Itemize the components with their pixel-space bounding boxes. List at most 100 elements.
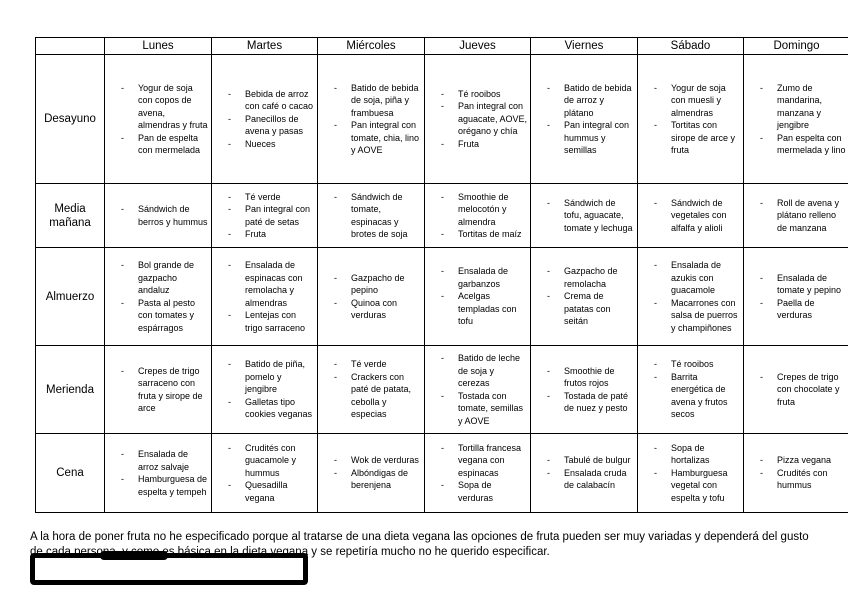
menu-item-text: Té verde: [351, 359, 387, 370]
menu-item: - Sándwich de berros y hummus: [107, 203, 209, 228]
dash-bullet: -: [121, 82, 124, 93]
menu-cell: - Té rooibos - Pan integral con aguacate, A…: [424, 54, 531, 184]
dash-bullet: -: [121, 297, 124, 308]
menu-item-text: Pizza vegana: [777, 455, 832, 466]
menu-cell: - Sándwich de berros y hummus: [104, 183, 212, 248]
dash-bullet: -: [334, 371, 337, 382]
dash-bullet: -: [334, 191, 337, 202]
menu-item-text: Tortitas con sirope de arce y fruta: [671, 120, 736, 155]
menu-item-text: Yogur de soja con copos de avena, almend…: [138, 82, 208, 131]
menu-item-text: Bol grande de gazpacho andaluz: [138, 260, 195, 295]
menu-cell: - Crudités con guacamole y hummus - Quesadi…: [211, 433, 318, 513]
menu-item: - Yogur de soja con copos de avena, almen…: [107, 82, 209, 132]
menu-cell: - Té verde - Crackers con paté de patata, c…: [317, 345, 425, 434]
dash-bullet: -: [228, 260, 231, 270]
dash-bullet: -: [654, 260, 657, 270]
menu-item: - Bol grande de gazpacho andaluz: [107, 259, 209, 297]
dash-bullet: -: [760, 371, 763, 382]
menu-item: - Batido de bebida de soja, piña y frambu…: [320, 82, 422, 120]
menu-item-text: Pan integral con paté de setas: [245, 204, 311, 227]
dash-bullet: -: [547, 390, 550, 401]
menu-item-text: Batido de piña, pomelo y jengibre: [245, 359, 306, 395]
menu-cell: - Sándwich de tofu, aguacate, tomate y le…: [530, 183, 638, 248]
menu-item: - Ensalada de arroz salvaje: [107, 448, 209, 473]
menu-item-text: Hamburguesa de espelta y tempeh: [138, 474, 208, 497]
day-column-header: Domingo: [743, 37, 848, 55]
dash-bullet: -: [228, 396, 231, 407]
menu-item-text: Zumo de mandarina, manzana y jengibre: [777, 82, 823, 131]
dash-bullet: -: [334, 359, 337, 370]
dash-bullet: -: [547, 467, 550, 478]
menu-cell: - Batido de leche de soja y cerezas - Tosta…: [424, 345, 531, 434]
dash-bullet: -: [121, 260, 124, 270]
menu-item: - Roll de avena y plátano relleno de manz…: [746, 197, 847, 235]
dash-bullet: -: [441, 291, 444, 302]
menu-item-text: Barrita energética de avena y frutos sec…: [671, 371, 728, 420]
dash-bullet: -: [121, 449, 124, 459]
menu-item-text: Ensalada cruda de calabacín: [564, 467, 627, 491]
dash-bullet: -: [441, 266, 444, 277]
dash-bullet: -: [441, 191, 444, 202]
menu-item: - Batido de bebida de arroz y plátano: [533, 82, 635, 120]
menu-item: - Albóndigas de berenjena: [320, 467, 422, 492]
menu-cell: - Gazpacho de remolacha - Crema de patatas …: [530, 247, 638, 346]
menu-cell: - Bol grande de gazpacho andaluz - Pasta al…: [104, 247, 212, 346]
day-column-header: Jueves: [424, 37, 531, 55]
dash-bullet: -: [228, 229, 231, 239]
menu-cell: - Sándwich de tomate, espinacas y brotes …: [317, 183, 425, 248]
menu-item-text: Tostada de paté de nuez y pesto: [564, 390, 629, 414]
menu-item-text: Sopa de hortalizas: [671, 442, 710, 466]
menu-item-text: Pasta al pesto con tomates y espárragos: [138, 297, 196, 333]
menu-item-text: Pan integral con aguacate, AOVE, orégano…: [458, 101, 528, 137]
dash-bullet: -: [760, 197, 763, 208]
dash-bullet: -: [760, 132, 763, 143]
menu-item: - Sopa de verduras: [427, 479, 528, 504]
dash-bullet: -: [334, 120, 337, 130]
menu-item-text: Wok de verduras: [351, 455, 419, 466]
menu-item: - Ensalada cruda de calabacín: [533, 467, 635, 492]
menu-item-text: Lentejas con trigo sarraceno: [245, 310, 306, 333]
dash-bullet: -: [334, 297, 337, 308]
menu-cell: - Batido de bebida de soja, piña y frambu…: [317, 54, 425, 184]
menu-item-text: Ensalada de garbanzos: [458, 266, 509, 289]
menu-item-text: Fruta: [458, 138, 480, 149]
menu-cell: - Crepes de trigo sarraceno con fruta y s…: [104, 345, 212, 434]
menu-item: - Panecillos de avena y pasas: [214, 113, 315, 138]
menu-item-text: Crema de patatas con seitán: [564, 291, 611, 327]
menu-item: - Crudités con hummus: [746, 467, 847, 492]
meal-plan-table: Lunes Martes Miércoles Jueves Viernes Sábado D…: [35, 37, 848, 513]
menu-item: - Ensalada de garbanzos: [427, 265, 528, 290]
day-column-header: Miércoles: [317, 37, 425, 55]
menu-item-text: Pan integral con hummus y semillas: [564, 120, 630, 155]
menu-item: - Pasta al pesto con tomates y espárragos: [107, 297, 209, 335]
menu-item: - Ensalada de azukis con guacamole: [640, 259, 741, 297]
menu-item: - Crudités con guacamole y hummus: [214, 442, 315, 480]
menu-item: - Gazpacho de remolacha: [533, 265, 635, 290]
menu-item: - Smoothie de frutos rojos: [533, 365, 635, 390]
menu-item: - Tortilla francesa vegana con espinacas: [427, 442, 528, 480]
menu-item-text: Tortitas de maíz: [458, 229, 522, 239]
menu-item: - Pan integral con aguacate, AOVE, orégan…: [427, 100, 528, 138]
menu-item: - Zumo de mandarina, manzana y jengibre: [746, 82, 847, 132]
dash-bullet: -: [441, 101, 444, 112]
dash-bullet: -: [547, 120, 550, 130]
dash-bullet: -: [441, 88, 444, 99]
redaction-box: [30, 553, 308, 585]
menu-item-text: Gazpacho de pepino: [351, 272, 405, 296]
menu-item: - Batido de leche de soja y cerezas: [427, 352, 528, 390]
menu-item-text: Quinoa con verduras: [351, 297, 398, 321]
dash-bullet: -: [228, 88, 231, 99]
menu-item: - Hamburguesa de espelta y tempeh: [107, 473, 209, 498]
menu-item-text: Crudités con guacamole y hummus: [245, 442, 297, 478]
dash-bullet: -: [441, 480, 444, 491]
menu-item-text: Sándwich de tomate, espinacas y brotes d…: [351, 191, 408, 240]
dash-bullet: -: [441, 442, 444, 453]
menu-cell: - Yogur de soja con muesli y almendras - To…: [637, 54, 744, 184]
menu-item: - Pan espelta con mermelada y lino: [746, 132, 847, 157]
menu-item: - Crepes de trigo con chocolate y fruta: [746, 371, 847, 409]
menu-cell: - Smoothie de melocotón y almendra - Tortit…: [424, 183, 531, 248]
menu-item: - Té rooibos: [640, 358, 741, 371]
meal-row: Almuerzo - Bol grande de gazpacho andaluz -…: [35, 247, 848, 346]
dash-bullet: -: [654, 120, 657, 130]
dash-bullet: -: [654, 297, 657, 308]
